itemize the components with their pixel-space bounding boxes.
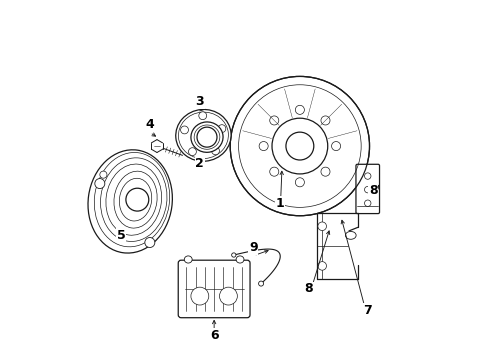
Circle shape <box>188 148 196 156</box>
Circle shape <box>180 126 188 134</box>
Circle shape <box>125 188 148 211</box>
Circle shape <box>269 116 278 125</box>
Circle shape <box>199 112 206 120</box>
Circle shape <box>285 132 313 160</box>
Circle shape <box>190 287 208 305</box>
FancyBboxPatch shape <box>355 164 379 213</box>
Text: 2: 2 <box>195 157 204 170</box>
Circle shape <box>197 127 217 147</box>
Circle shape <box>331 141 340 150</box>
Circle shape <box>364 186 370 193</box>
FancyBboxPatch shape <box>178 260 249 318</box>
Ellipse shape <box>194 125 220 149</box>
Ellipse shape <box>345 231 355 239</box>
Ellipse shape <box>175 109 231 161</box>
Circle shape <box>320 167 329 176</box>
Circle shape <box>320 116 329 125</box>
Text: 8: 8 <box>368 184 377 197</box>
Text: 8: 8 <box>304 283 312 296</box>
Circle shape <box>100 171 107 178</box>
Text: 6: 6 <box>209 329 218 342</box>
Circle shape <box>230 76 369 216</box>
Circle shape <box>317 222 326 230</box>
Ellipse shape <box>190 122 223 152</box>
Text: 1: 1 <box>275 197 284 210</box>
Circle shape <box>218 125 225 132</box>
Circle shape <box>295 105 304 114</box>
Circle shape <box>269 167 278 176</box>
Ellipse shape <box>88 150 172 253</box>
Circle shape <box>231 253 235 257</box>
Circle shape <box>258 281 263 286</box>
Text: 9: 9 <box>248 241 257 255</box>
Text: 5: 5 <box>117 229 125 242</box>
Circle shape <box>144 238 155 248</box>
Circle shape <box>259 141 267 150</box>
Text: 3: 3 <box>195 95 204 108</box>
Ellipse shape <box>184 256 192 263</box>
Circle shape <box>295 178 304 187</box>
Circle shape <box>364 173 370 179</box>
Text: 7: 7 <box>363 304 371 317</box>
Text: 4: 4 <box>145 118 154 131</box>
Circle shape <box>317 262 326 270</box>
Circle shape <box>95 179 104 189</box>
Circle shape <box>219 287 237 305</box>
Circle shape <box>364 200 370 206</box>
Circle shape <box>271 118 327 174</box>
Ellipse shape <box>236 256 244 263</box>
Circle shape <box>211 147 219 155</box>
